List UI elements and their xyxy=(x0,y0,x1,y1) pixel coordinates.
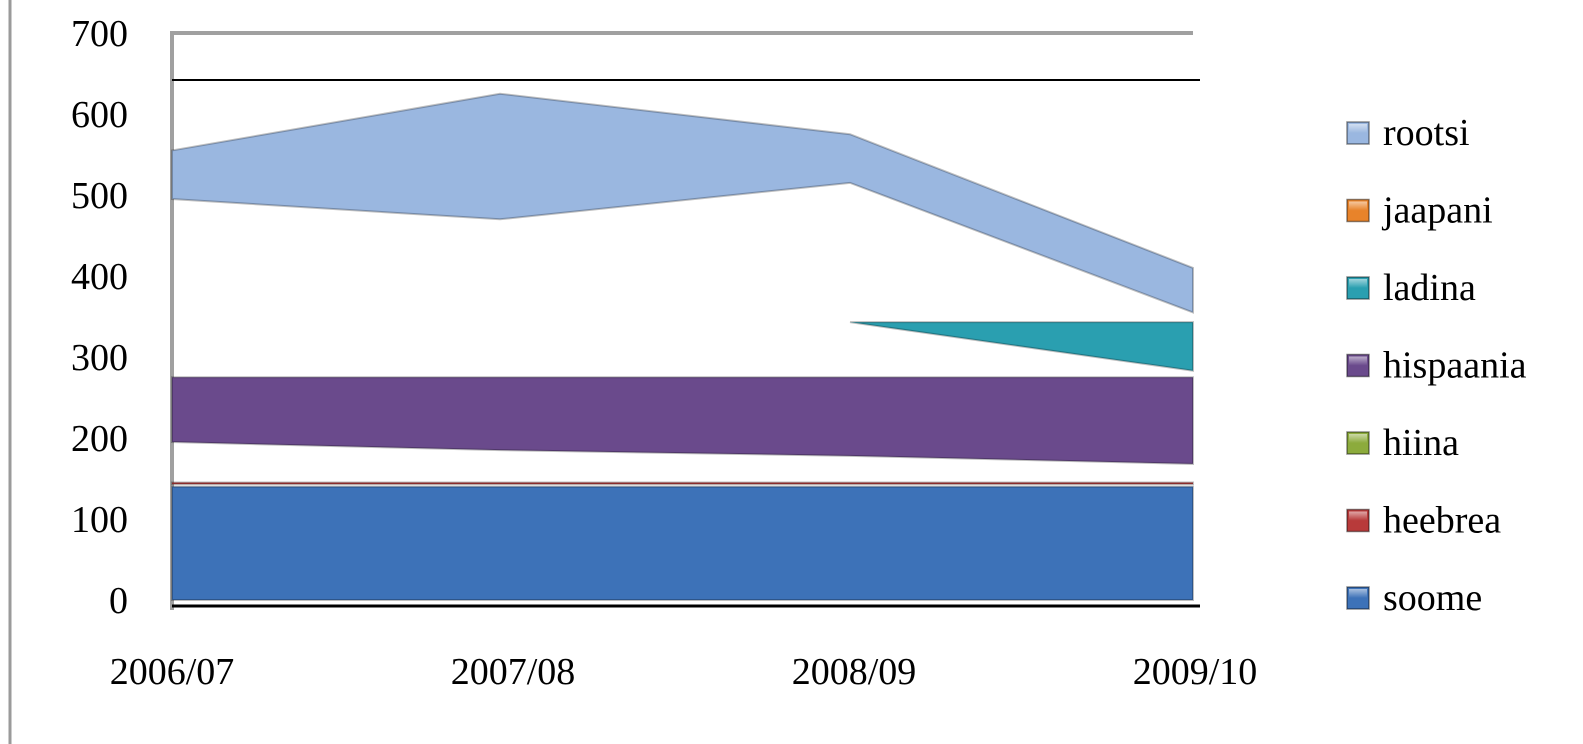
series-hispaania xyxy=(171,376,1194,465)
x-tick-label: 2008/09 xyxy=(792,651,917,693)
area-rootsi xyxy=(171,92,1194,314)
x-axis-ticks: 2006/07 2007/08 2008/09 2009/10 xyxy=(110,651,1258,693)
series-layer xyxy=(171,92,1194,601)
series-rootsi xyxy=(171,92,1194,314)
y-tick-label: 600 xyxy=(71,94,128,136)
legend-label: jaapani xyxy=(1381,190,1493,232)
legend-item-ladina: ladina xyxy=(1346,267,1476,309)
legend-label: hiina xyxy=(1383,422,1459,464)
legend-label: rootsi xyxy=(1383,112,1470,154)
legend-item-heebrea: heebrea xyxy=(1346,500,1501,542)
y-tick-label: 500 xyxy=(71,175,128,217)
legend-item-hispaania: hispaania xyxy=(1346,345,1527,387)
legend-label: ladina xyxy=(1383,267,1476,309)
legend: rootsi jaapani ladina hispaania hiina heebrea… xyxy=(1346,112,1527,619)
x-tick-label: 2009/10 xyxy=(1133,651,1258,693)
legend-item-rootsi: rootsi xyxy=(1346,112,1470,154)
y-tick-label: 700 xyxy=(71,13,128,55)
area-heebrea xyxy=(171,481,1194,486)
legend-label: soome xyxy=(1383,577,1482,619)
x-tick-label: 2007/08 xyxy=(451,651,576,693)
series-soome xyxy=(171,485,1194,601)
area-ladina xyxy=(849,321,1194,372)
y-tick-label: 100 xyxy=(71,499,128,541)
series-ladina xyxy=(849,321,1194,372)
series-heebrea xyxy=(171,481,1194,486)
x-tick-label: 2006/07 xyxy=(110,651,235,693)
legend-item-hiina: hiina xyxy=(1346,422,1459,464)
area-soome xyxy=(171,485,1194,601)
legend-label: hispaania xyxy=(1383,345,1527,387)
y-tick-label: 400 xyxy=(71,256,128,298)
y-tick-label: 200 xyxy=(71,418,128,460)
legend-label: heebrea xyxy=(1383,500,1501,542)
legend-item-soome: soome xyxy=(1346,577,1482,619)
y-tick-label: 0 xyxy=(109,580,128,622)
y-tick-label: 300 xyxy=(71,337,128,379)
y-axis-ticks: 0 100 200 300 400 500 600 700 xyxy=(71,13,128,622)
area-hispaania xyxy=(171,376,1194,465)
legend-item-jaapani: jaapani xyxy=(1346,190,1493,232)
